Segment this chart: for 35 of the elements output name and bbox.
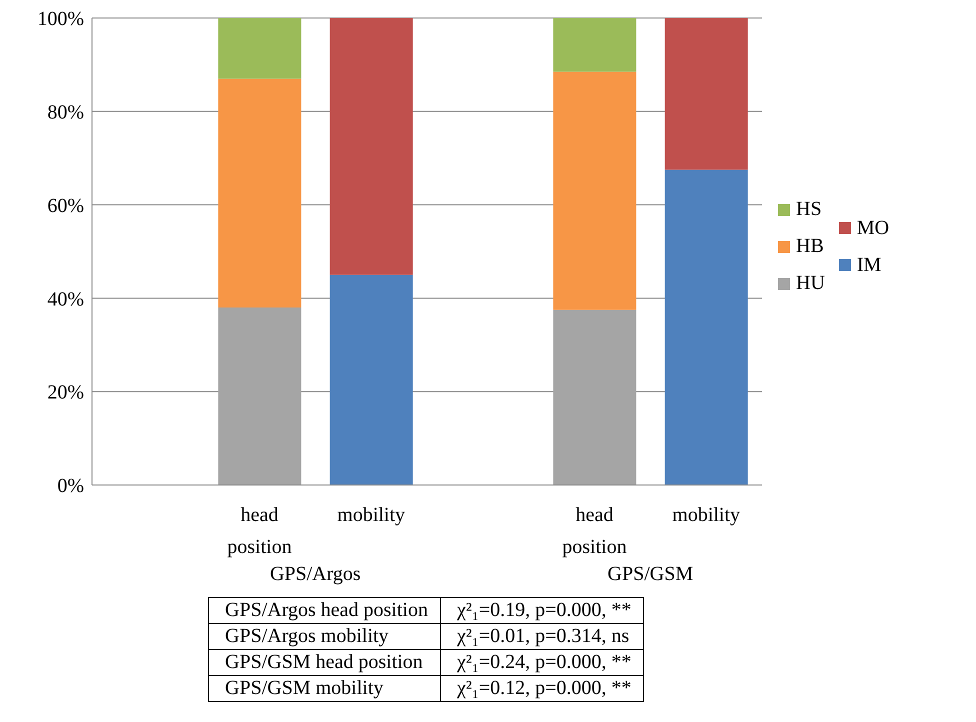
legend-label: HS [796,198,822,221]
text: GPS/GSM [606,563,694,586]
bar [664,170,748,485]
legend-label: HU [796,272,825,295]
bar [553,18,636,72]
x-tick-label: head position [227,504,292,558]
x-tick-label: mobility [337,504,406,526]
legend-label: HB [796,235,824,258]
x-tick-label: head position [562,504,627,558]
y-tick-label: 80% [47,102,84,124]
text: χ²₁=0.24, p=0.000, ** [440,650,644,676]
text: GPS/Argos head position [208,598,440,624]
text: GPS/GSM mobility [208,676,440,702]
bar [330,274,413,485]
bar [664,18,748,170]
text: χ²₁=0.01, p=0.314, ns [440,624,644,650]
bar [218,78,302,308]
y-tick-label: 60% [47,194,84,217]
text: χ²₁=0.19, p=0.000, ** [440,598,644,624]
text: GPS/Argos [268,563,362,586]
y-tick-label: 0% [57,475,84,498]
y-tick-label: 20% [47,382,84,404]
bar [330,18,413,275]
bar [218,18,302,79]
bar [553,310,636,485]
bar [553,72,636,310]
x-tick-label: mobility [672,504,740,526]
text: GPS/GSM head position [208,650,440,676]
legend-label: MO [856,216,890,240]
text: GPS/Argos mobility [208,624,440,650]
legend-label: IM [856,254,882,276]
y-tick-label: 100% [37,8,84,30]
text: χ²₁=0.12, p=0.000, ** [440,676,644,702]
bar [218,308,302,485]
y-tick-label: 40% [47,288,84,310]
